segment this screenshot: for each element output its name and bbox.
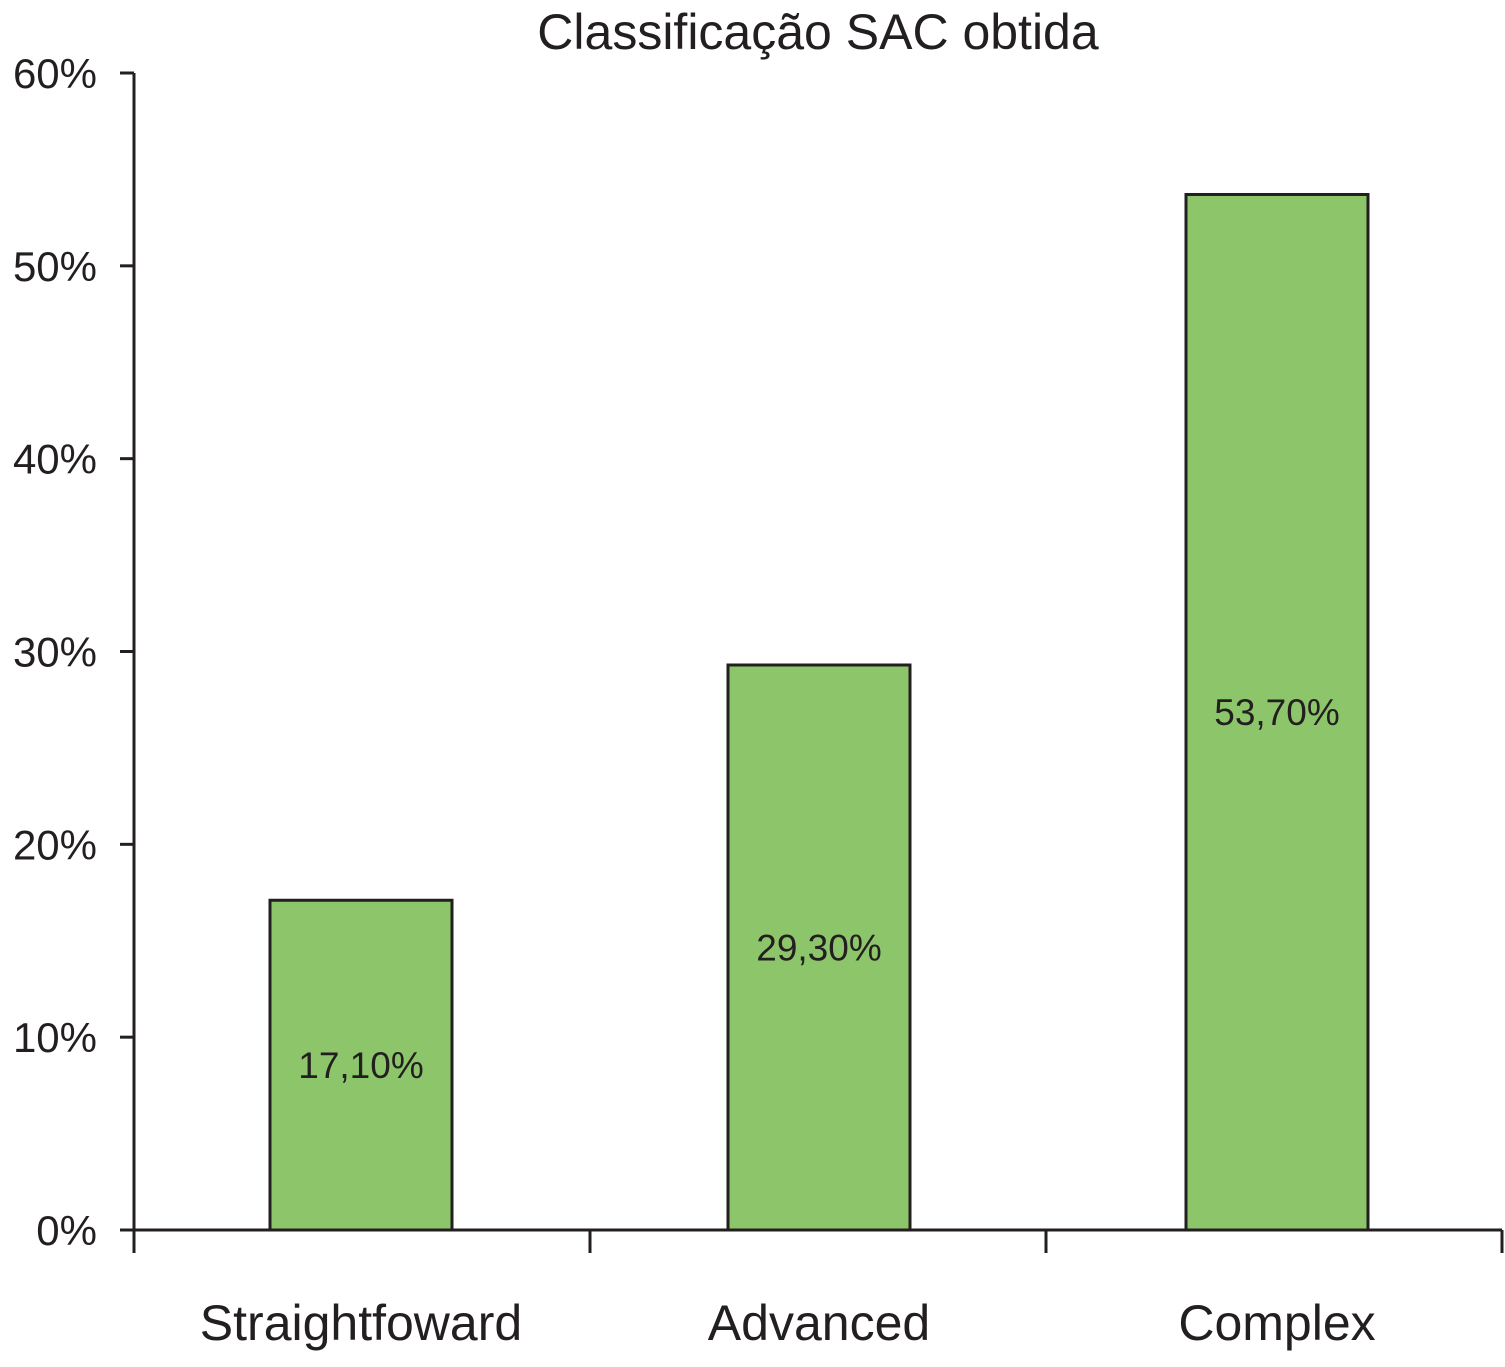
bar-complex [1184, 192, 1370, 1232]
x-tick-label: Straightfoward [200, 1295, 522, 1351]
bar-advanced [726, 663, 912, 1232]
chart-title: Classificação SAC obtida [537, 4, 1099, 60]
y-tick-label: 50% [13, 243, 97, 290]
y-tick-label: 0% [36, 1207, 97, 1254]
bar-straightfoward [268, 898, 454, 1232]
bar-value-label: 53,70% [1214, 692, 1340, 733]
y-tick-label: 10% [13, 1014, 97, 1061]
y-tick-label: 30% [13, 629, 97, 676]
axes-layer [120, 71, 1504, 1253]
x-tick-label: Advanced [708, 1295, 930, 1351]
y-tick-label: 20% [13, 821, 97, 868]
bar-value-label: 29,30% [756, 927, 882, 968]
bars-layer [268, 192, 1370, 1232]
bar-value-label: 17,10% [298, 1045, 424, 1086]
labels-layer: 0% 10% 20% 30% 40% 50% 60% Straightfoward Advanc… [13, 50, 1376, 1351]
y-tick-label: 40% [13, 436, 97, 483]
y-tick-label: 60% [13, 50, 97, 97]
x-tick-label: Complex [1178, 1295, 1375, 1351]
